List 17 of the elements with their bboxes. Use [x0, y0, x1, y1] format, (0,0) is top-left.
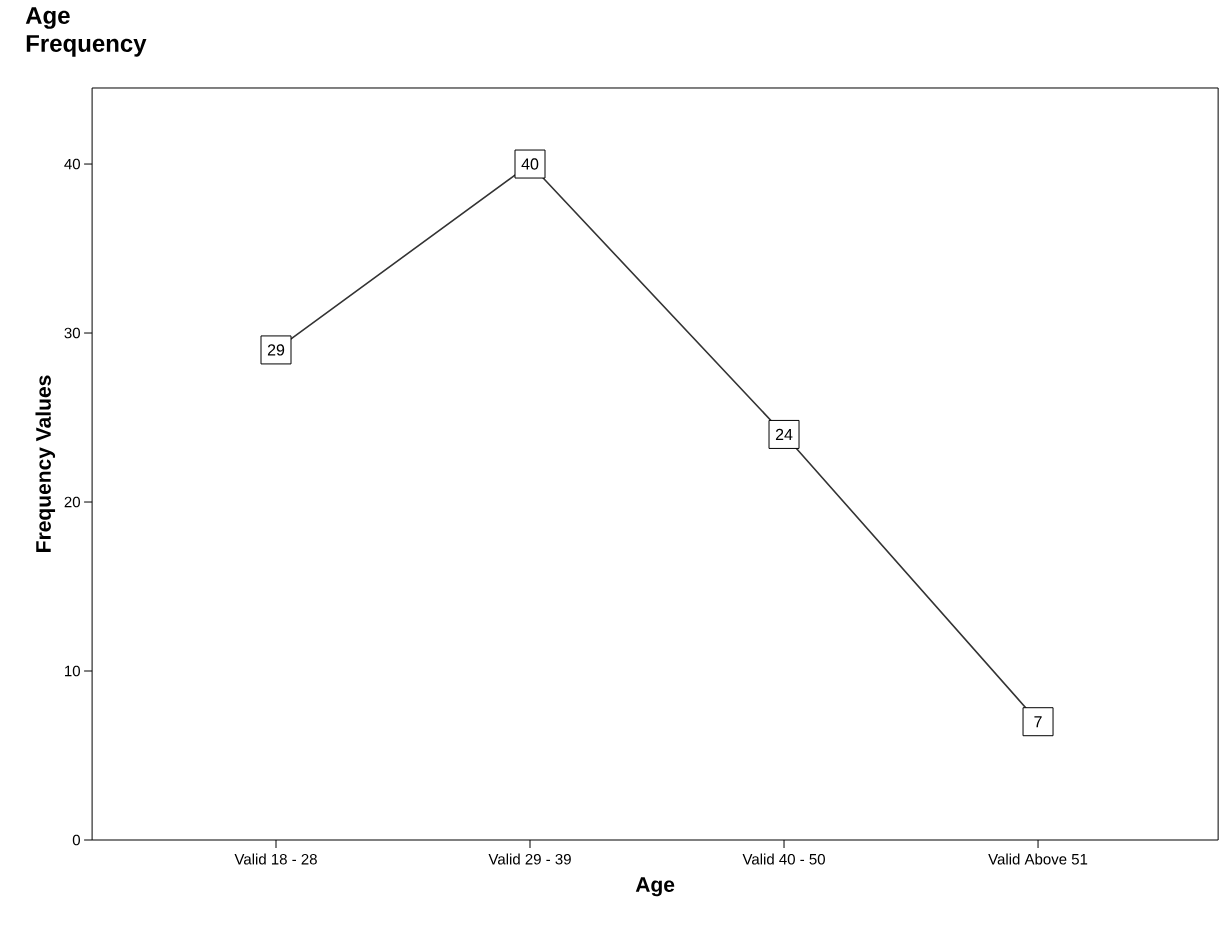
y-axis-title: Frequency Values	[35, 375, 56, 552]
data-label: 24	[775, 428, 793, 441]
y-tick-label: 10	[65, 665, 80, 677]
x-axis-title: Age	[635, 877, 675, 897]
x-tick-label: Valid 40 - 50	[742, 853, 825, 865]
data-label: 29	[267, 344, 285, 356]
x-tick-label: Valid 18 - 28	[234, 853, 317, 865]
data-label: 40	[521, 158, 539, 170]
chart-subtitle: Frequency	[26, 35, 147, 57]
x-tick-label: Valid Above 51	[988, 853, 1088, 865]
x-tick-label: Valid 29 - 39	[488, 853, 571, 865]
chart-title: Age	[25, 7, 70, 29]
y-tick-label: 40	[64, 158, 80, 170]
data-label: 7	[1034, 716, 1042, 728]
y-tick-label: 30	[64, 327, 80, 339]
y-tick-label: 0	[72, 834, 80, 846]
y-tick-label: 20	[64, 496, 80, 508]
